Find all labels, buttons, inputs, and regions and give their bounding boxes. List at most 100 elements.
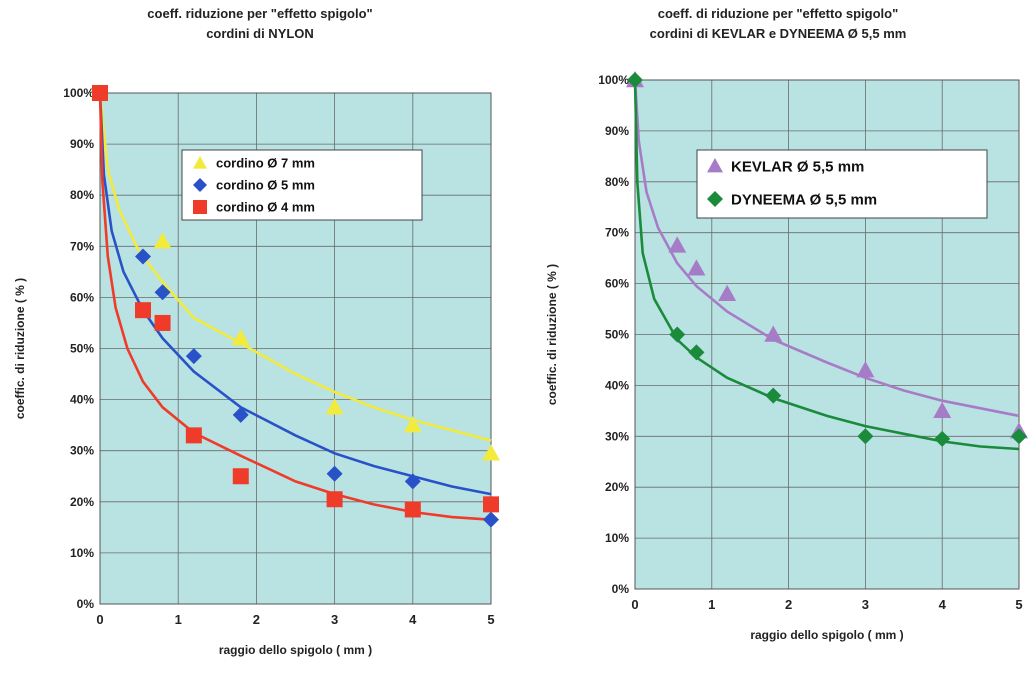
y-tick-label: 70%	[605, 226, 629, 240]
data-point	[232, 468, 249, 485]
chart-nylon: coeff. riduzione per "effetto spigolo" c…	[0, 0, 520, 670]
data-point	[856, 361, 875, 378]
y-tick-label: 30%	[605, 429, 629, 443]
data-point	[404, 501, 421, 518]
data-point	[933, 401, 952, 419]
cordino-5-mm-trend-line	[98, 92, 492, 496]
legend-entry-label: DYNEEMA Ø 5,5 mm	[731, 191, 877, 208]
data-point	[688, 344, 705, 361]
y-tick-label: 10%	[605, 531, 629, 545]
y-tick-label: 90%	[70, 137, 94, 151]
y-tick-label: 20%	[605, 480, 629, 494]
y-tick-label: 10%	[70, 546, 94, 560]
y-axis-label: coeffic. di riduzione ( % )	[13, 278, 27, 419]
legend-marker	[707, 158, 723, 173]
data-point	[326, 491, 343, 508]
y-tick-label: 0%	[612, 582, 630, 596]
data-point	[232, 406, 249, 423]
x-axis-label: raggio dello spigolo ( mm )	[219, 643, 372, 657]
data-point	[482, 444, 500, 461]
legend-box	[696, 149, 988, 219]
data-point	[483, 511, 499, 528]
kevlar-5-5-mm-trend-line	[633, 79, 1020, 418]
y-tick-label: 20%	[70, 495, 94, 509]
data-point	[135, 248, 152, 265]
y-tick-label: 60%	[605, 277, 629, 291]
y-tick-label: 30%	[70, 444, 94, 458]
data-point	[668, 236, 687, 253]
data-point	[92, 85, 108, 101]
legend-marker	[193, 178, 207, 192]
chart-subtitle: cordini di KEVLAR e DYNEEMA Ø 5,5 mm	[649, 26, 907, 41]
dyneema-5-5-mm-points	[627, 72, 1027, 447]
y-tick-label: 60%	[70, 290, 94, 304]
y-tick-label: 100%	[598, 73, 629, 87]
y-axis-label: coeffic. di riduzione ( % )	[545, 264, 559, 405]
x-tick-label: 2	[253, 612, 260, 627]
legend-entry-label: cordino Ø 7 mm	[216, 156, 315, 171]
x-tick-label: 0	[96, 612, 103, 627]
plot-border	[99, 92, 492, 605]
data-point	[669, 326, 686, 343]
y-tick-label: 40%	[605, 378, 629, 392]
data-point	[764, 325, 783, 342]
data-point	[403, 416, 422, 433]
cordino-4-mm-points	[92, 85, 499, 518]
x-tick-label: 3	[862, 597, 869, 612]
data-point	[135, 302, 152, 319]
x-axis-label: raggio dello spigolo ( mm )	[750, 628, 903, 642]
data-point	[154, 314, 171, 331]
data-point	[483, 496, 499, 513]
y-tick-label: 80%	[605, 175, 629, 189]
x-tick-label: 5	[487, 612, 494, 627]
plot-border	[634, 79, 1020, 590]
chart-plot-svg: 0% 10% 20% 30% 40% 50% 60% 70% 80% 90% 100% 0 1 2 3 4 5 r…	[13, 84, 500, 657]
chart-subtitle: cordini di NYLON	[206, 26, 314, 41]
legend-marker	[707, 191, 723, 207]
data-point	[718, 284, 737, 301]
chart-plot-svg: 0% 10% 20% 30% 40% 50% 60% 70% 80% 90% 100% 0 1 2 3 4 5 r…	[545, 71, 1028, 642]
chart-kevlar-dyneema: coeff. di riduzione per "effetto spigolo…	[520, 0, 1036, 670]
data-point	[934, 430, 951, 447]
data-point	[154, 284, 171, 301]
x-tick-label: 4	[409, 612, 417, 627]
x-tick-label: 1	[708, 597, 715, 612]
x-tick-label: 4	[939, 597, 947, 612]
legend: KEVLAR Ø 5,5 mm DYNEEMA Ø 5,5 mm	[696, 149, 988, 219]
chart-title-block: coeff. riduzione per "effetto spigolo" c…	[0, 4, 520, 44]
x-tick-label: 2	[785, 597, 792, 612]
data-point	[231, 329, 250, 346]
legend-entry-label: cordino Ø 4 mm	[216, 200, 315, 215]
y-tick-label: 50%	[605, 328, 629, 342]
data-point	[687, 259, 706, 276]
data-point	[1011, 428, 1027, 445]
y-tick-label: 100%	[63, 86, 94, 100]
data-point	[325, 398, 344, 415]
chart-title-block: coeff. di riduzione per "effetto spigolo…	[520, 4, 1036, 44]
chart-title: coeff. riduzione per "effetto spigolo"	[147, 6, 373, 21]
data-point	[185, 348, 202, 365]
chart-title: coeff. di riduzione per "effetto spigolo…	[657, 6, 899, 21]
legend: cordino Ø 7 mm cordino Ø 5 mm cordino Ø 4 …	[181, 149, 423, 221]
x-tick-label: 5	[1015, 597, 1022, 612]
data-point	[404, 473, 421, 490]
data-point	[185, 427, 202, 444]
x-tick-label: 1	[175, 612, 182, 627]
y-tick-label: 50%	[70, 342, 94, 356]
y-tick-label: 80%	[70, 188, 94, 202]
data-point	[627, 72, 643, 88]
data-point	[857, 428, 874, 445]
x-tick-label: 3	[331, 612, 338, 627]
data-point	[326, 465, 343, 482]
legend-marker	[193, 200, 207, 214]
legend-entry-label: KEVLAR Ø 5,5 mm	[731, 158, 864, 175]
data-point	[153, 232, 172, 249]
y-tick-label: 70%	[70, 239, 94, 253]
legend-box	[181, 149, 423, 221]
y-tick-label: 90%	[605, 124, 629, 138]
data-point	[765, 387, 782, 404]
y-tick-label: 0%	[77, 597, 95, 611]
legend-marker	[193, 156, 207, 169]
x-tick-label: 0	[631, 597, 638, 612]
legend-entry-label: cordino Ø 5 mm	[216, 178, 315, 193]
